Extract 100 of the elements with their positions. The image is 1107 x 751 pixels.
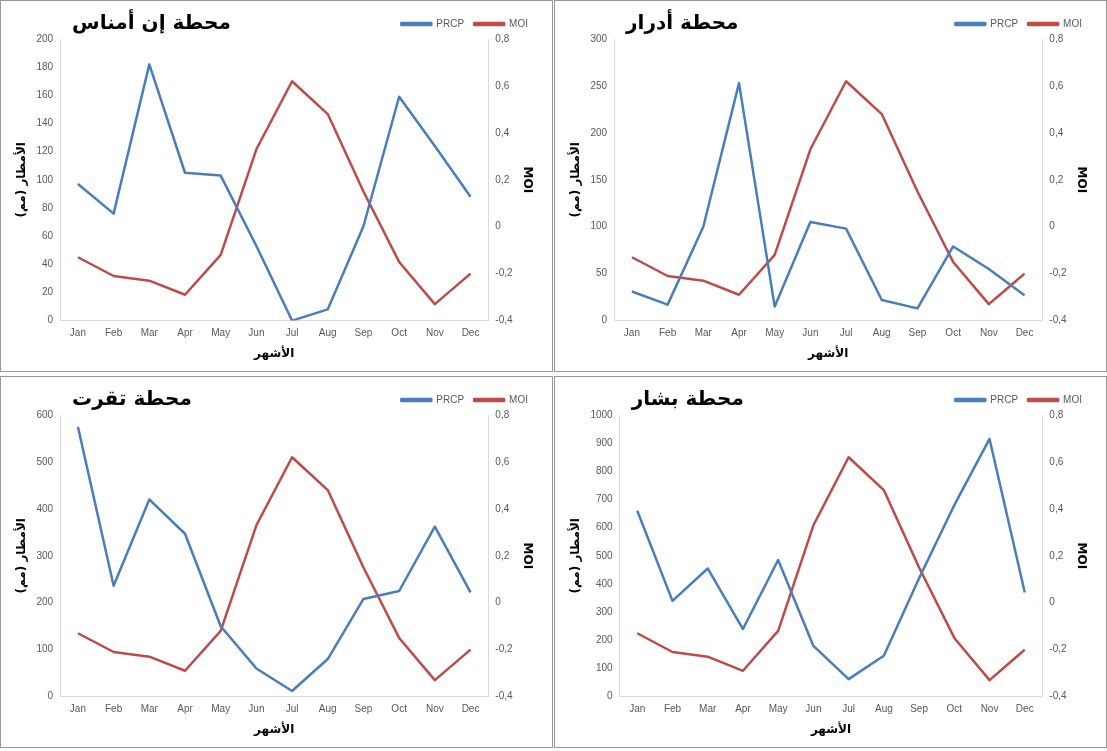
x-tick-label: Apr (731, 327, 748, 339)
y-tick-label: 50 (595, 267, 608, 279)
x-tick-label: May (765, 327, 785, 339)
x-tick-label: Aug (874, 703, 893, 715)
legend-label: PRCP (990, 17, 1019, 29)
x-tick-label: Aug (318, 327, 337, 339)
x-tick-label: May (211, 327, 231, 339)
y2-tick-label: -0,4 (1049, 314, 1068, 326)
y-tick-label: 200 (590, 126, 608, 138)
y-tick-label: 250 (590, 79, 608, 91)
y2-tick-label: 0 (495, 596, 502, 608)
x-tick-label: Nov (979, 327, 998, 339)
y-tick-label: 80 (41, 201, 54, 213)
y-tick-label: 0 (47, 690, 54, 702)
x-tick-label: Dec (461, 327, 480, 339)
y-tick-label: 200 (36, 32, 54, 44)
chart-title: محطة تقرت (72, 386, 192, 411)
x-tick-label: Apr (177, 327, 194, 339)
x-tick-label: Oct (391, 327, 408, 339)
x-tick-label: Jun (805, 703, 822, 715)
legend-label: PRCP (990, 393, 1019, 405)
x-tick-label: Dec (1015, 703, 1034, 715)
y-tick-label: 300 (36, 549, 54, 561)
y-tick-label: 100 (36, 173, 54, 185)
x-tick-label: Jun (248, 703, 265, 715)
y-tick-label: 400 (595, 577, 614, 589)
y-tick-label: 0 (601, 314, 608, 326)
y-tick-label: 100 (590, 220, 608, 232)
y2-tick-label: 0,6 (495, 79, 510, 91)
y2-tick-label: 0,2 (1049, 173, 1064, 185)
legend-label: PRCP (436, 393, 465, 405)
x-tick-label: Oct (391, 703, 408, 715)
x-tick-label: Apr (177, 703, 194, 715)
x-tick-label: Nov (425, 703, 444, 715)
y2-tick-label: -0,2 (495, 643, 514, 655)
x-tick-label: Sep (354, 703, 373, 715)
x-tick-label: Nov (425, 327, 444, 339)
y2-axis-title: MOI (520, 166, 535, 194)
y-tick-label: 300 (590, 32, 608, 44)
y-tick-label: 160 (36, 89, 54, 101)
y-tick-label: 0 (47, 314, 54, 326)
y2-tick-label: -0,4 (495, 690, 514, 702)
x-tick-label: Mar (694, 327, 713, 339)
y2-tick-label: 0,8 (1049, 32, 1064, 44)
x-tick-label: Jan (69, 327, 86, 339)
x-tick-label: May (211, 703, 231, 715)
x-tick-label: Sep (908, 327, 927, 339)
chart-title: محطة بشار (630, 386, 744, 411)
x-tick-label: Nov (980, 703, 999, 715)
x-axis-title: الأشهر (807, 344, 849, 360)
legend-label: MOI (1063, 17, 1082, 29)
x-tick-label: Feb (659, 327, 677, 339)
x-tick-label: Jul (842, 703, 856, 715)
y-tick-label: 60 (41, 229, 54, 241)
legend-label: MOI (509, 393, 528, 405)
y2-tick-label: 0,4 (1049, 502, 1064, 514)
y-axis-title: الأمطار (مم) (567, 518, 583, 594)
y2-tick-label: 0,8 (1049, 408, 1064, 420)
chart-title: محطة أدرار (625, 8, 739, 35)
x-tick-label: Aug (872, 327, 891, 339)
x-tick-label: Sep (910, 703, 929, 715)
x-tick-label: Sep (354, 327, 373, 339)
y-tick-label: 120 (36, 145, 54, 157)
y-tick-label: 500 (36, 455, 54, 467)
y-tick-label: 180 (36, 60, 54, 72)
y-tick-label: 300 (595, 605, 614, 617)
x-tick-label: Mar (140, 327, 159, 339)
x-tick-label: Jan (623, 327, 640, 339)
y2-tick-label: -0,2 (1049, 643, 1068, 655)
y2-tick-label: 0,6 (1049, 79, 1064, 91)
y-tick-label: 100 (595, 662, 614, 674)
y2-tick-label: 0 (1049, 220, 1056, 232)
x-tick-label: Jul (285, 327, 299, 339)
x-axis-title: الأشهر (253, 720, 295, 736)
y-axis-title: الأمطار (مم) (13, 518, 29, 594)
y2-axis-title: MOI (520, 542, 535, 570)
x-tick-label: Oct (945, 327, 962, 339)
legend-label: PRCP (436, 17, 465, 29)
x-tick-label: Jul (285, 703, 299, 715)
y-tick-label: 150 (590, 173, 608, 185)
y2-tick-label: 0,8 (495, 408, 510, 420)
x-tick-label: Feb (663, 703, 682, 715)
y-tick-label: 20 (41, 286, 54, 298)
y2-tick-label: -0,2 (1049, 267, 1068, 279)
y-tick-label: 200 (595, 634, 614, 646)
x-tick-label: Oct (946, 703, 963, 715)
y2-tick-label: 0 (1049, 596, 1056, 608)
y2-tick-label: 0,6 (495, 455, 510, 467)
legend-label: MOI (1063, 393, 1082, 405)
y-tick-label: 800 (595, 465, 614, 477)
y-tick-label: 1000 (590, 408, 614, 420)
y2-tick-label: 0,2 (1049, 549, 1064, 561)
x-tick-label: Mar (140, 703, 159, 715)
y2-tick-label: 0,2 (495, 549, 510, 561)
y-tick-label: 600 (595, 521, 614, 533)
legend-label: MOI (509, 17, 528, 29)
x-tick-label: Mar (699, 703, 717, 715)
x-tick-label: May (768, 703, 788, 715)
y2-tick-label: 0,4 (495, 126, 510, 138)
y-tick-label: 600 (36, 408, 54, 420)
